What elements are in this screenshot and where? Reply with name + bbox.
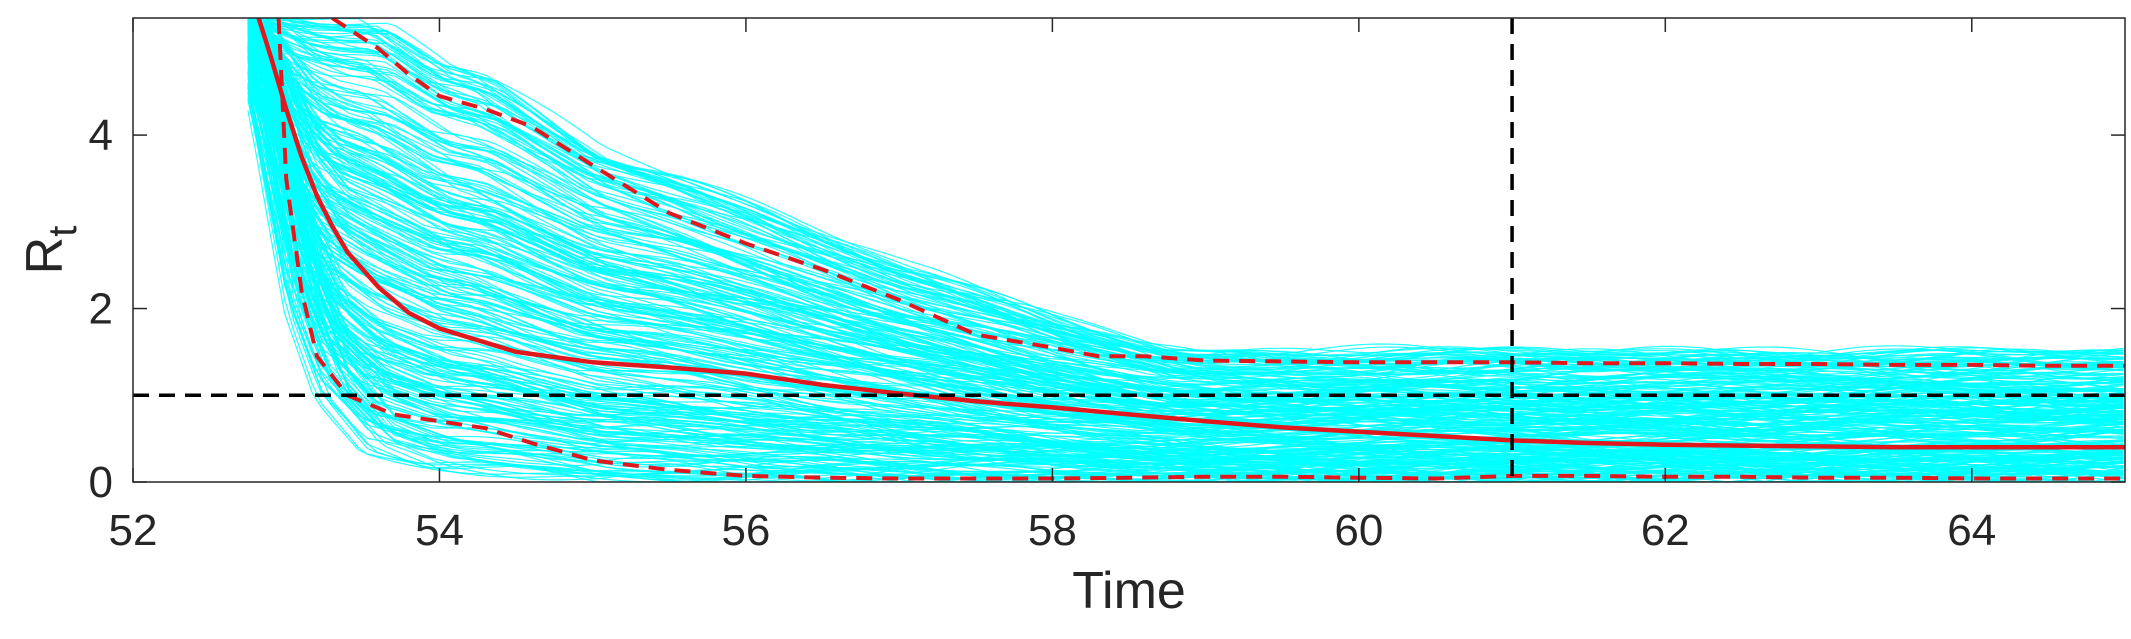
x-tick-label: 56	[721, 506, 770, 555]
sample-curve	[247, 20, 2124, 372]
median-line	[256, 18, 2125, 450]
sample-curve	[248, 18, 2124, 482]
sample-curve	[247, 24, 2124, 405]
sample-curve	[258, 18, 2124, 481]
sample-curve	[247, 30, 2124, 450]
sample-curve	[247, 86, 2124, 461]
sample-curve	[268, 18, 2124, 372]
x-tick-label: 60	[1334, 506, 1383, 555]
credible-interval-lines	[256, 18, 2125, 481]
x-axis-label: Time	[1072, 562, 1186, 620]
sample-curve	[247, 21, 2124, 366]
reference-lines	[133, 18, 2125, 482]
sample-curve	[247, 77, 2124, 482]
sample-curve	[247, 26, 2124, 480]
y-axis-label: Rt	[16, 226, 85, 275]
sample-curve	[247, 39, 2124, 427]
sample-curve	[247, 82, 2124, 444]
sample-curve	[247, 21, 2124, 385]
sample-curve	[247, 23, 2124, 441]
sample-curve	[250, 18, 2124, 446]
sample-curve	[247, 61, 2124, 433]
sample-curve	[247, 48, 2124, 440]
sample-curve	[247, 24, 2124, 373]
sample-curve	[247, 21, 2124, 377]
upper-bound-line	[331, 18, 2125, 368]
sample-curve	[247, 26, 2124, 442]
y-tick-label: 4	[89, 111, 113, 160]
sample-curve	[247, 20, 2124, 376]
sample-curve	[264, 18, 2124, 390]
axes: 52 54 56 58 60 62 64 0 2 4	[89, 17, 2126, 555]
y-tick-label: 0	[89, 458, 113, 507]
x-tick-label: 52	[109, 506, 158, 555]
plot-area	[133, 18, 2125, 482]
sample-curve	[258, 18, 2124, 482]
sample-curve	[247, 19, 2124, 383]
sample-curve	[267, 18, 2124, 380]
sample-curve	[247, 55, 2124, 424]
sample-curve	[247, 22, 2124, 415]
sample-curve	[247, 29, 2124, 482]
x-tick-label: 64	[1947, 506, 1996, 555]
x-tick-label: 62	[1641, 506, 1690, 555]
sample-curve	[247, 30, 2124, 418]
sample-curve	[247, 18, 2124, 406]
sample-curve	[270, 18, 2124, 368]
sample-curve	[247, 25, 2124, 482]
sample-curve	[247, 39, 2124, 397]
sample-curve	[288, 18, 2124, 366]
sample-curve	[247, 24, 2124, 475]
sample-curve	[247, 25, 2124, 375]
sample-curve	[247, 24, 2124, 371]
x-tick-label: 54	[415, 506, 464, 555]
sample-curve	[247, 18, 2124, 399]
axis-labels: Time Rt	[16, 226, 1186, 620]
y-tick-label: 2	[89, 285, 113, 334]
sample-curve	[247, 20, 2124, 377]
sample-curve	[273, 18, 2124, 365]
sample-curve	[247, 23, 2124, 367]
sample-curve	[247, 42, 2124, 475]
plot-frame	[132, 17, 2126, 483]
sample-curves	[247, 18, 2124, 482]
sample-curve	[247, 49, 2124, 435]
sample-curve	[247, 22, 2124, 416]
sample-curve	[247, 34, 2124, 377]
lower-bound-line	[276, 18, 2125, 481]
sample-curve	[247, 20, 2124, 393]
sample-curve	[247, 25, 2124, 455]
x-tick-label: 58	[1028, 506, 1077, 555]
